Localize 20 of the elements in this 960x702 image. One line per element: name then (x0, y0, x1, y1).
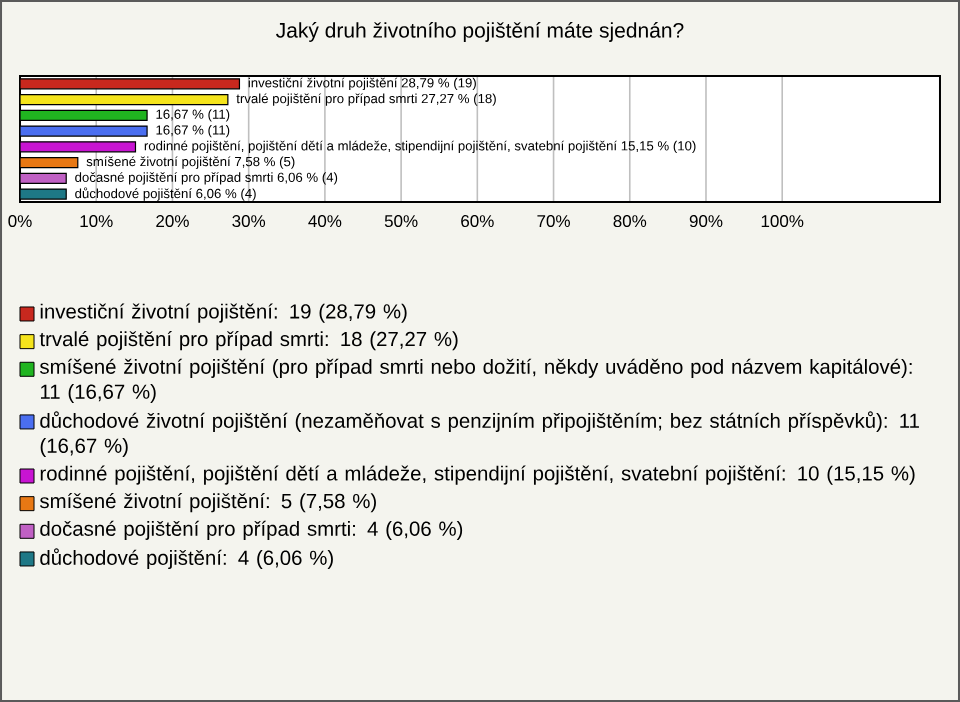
legend-label: investiční životní pojištění: 19 (28,79 %) (40, 303, 407, 323)
x-tick-label: 30% (232, 215, 266, 228)
x-tick-label: 60% (461, 215, 494, 228)
x-tick-label: 20% (156, 215, 189, 228)
x-tick-label: 10% (80, 215, 113, 228)
legend-label: důchodové pojištění: 4 (6,06 %) (40, 548, 333, 570)
chart-title: Jaký druh životního pojištění máte sjednán? (276, 22, 684, 42)
x-tick-label: 70% (537, 215, 570, 228)
x-tick-label: 80% (613, 215, 647, 228)
legend-label: smíšené životní pojištění (pro případ smrti nebo dožití, někdy uváděno pod názvem kapitálové): 11 (16,67 %) (39, 358, 912, 403)
legend-label: dočasné pojištění pro případ smrti: 4 (6,06 %) (40, 520, 463, 540)
legend-label: rodinné pojištění, pojištění dětí a mládeže, stipendijní pojištění, svatební pojištění: 10 (15,15 %) (40, 465, 915, 485)
x-tick-label: 50% (384, 215, 418, 228)
x-tick-label: 90% (689, 215, 723, 228)
legend-label: trvalé pojištění pro případ smrti: 18 (27,27 %) (39, 331, 458, 351)
x-tick-label: 40% (308, 215, 342, 228)
legend-label: důchodové životní pojištění (nezaměňovat s penzijním připojištěním; bez státních příspěvků): 11 (16,67 %) (40, 411, 919, 458)
x-tick-label: 0% (8, 215, 32, 228)
legend-label: smíšené životní pojištění: 5 (7,58 %) (39, 493, 376, 513)
x-tick-label: 100% (761, 215, 804, 228)
